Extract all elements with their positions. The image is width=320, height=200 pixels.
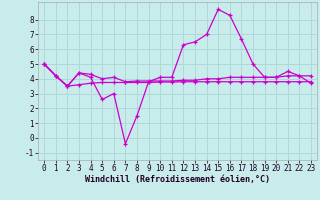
X-axis label: Windchill (Refroidissement éolien,°C): Windchill (Refroidissement éolien,°C) [85, 175, 270, 184]
